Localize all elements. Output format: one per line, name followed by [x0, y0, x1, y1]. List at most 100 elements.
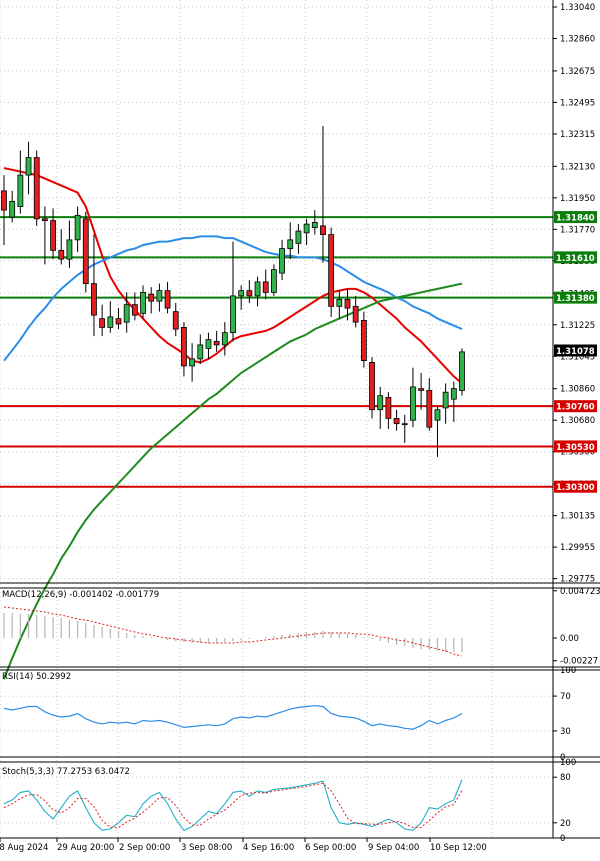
candle-body: [360, 319, 367, 362]
candle-body: [82, 218, 89, 285]
candlestick: [442, 383, 449, 424]
candle-body: [320, 225, 326, 236]
candlestick: [238, 285, 245, 310]
rsi-label: RSI(14) 50.2992: [2, 672, 71, 682]
candlestick: [221, 322, 228, 356]
time-tick-label: 28 Aug 2024: [0, 843, 48, 853]
price-panel: [0, 126, 553, 680]
price-level-tag: [554, 251, 597, 264]
rsi-panel: RSI(14) 50.2992: [2, 672, 463, 730]
candlestick: [131, 292, 138, 321]
candle-body: [172, 311, 179, 330]
candle-body: [328, 234, 335, 307]
candlestick: [303, 218, 310, 246]
candlestick: [115, 308, 122, 330]
candlestick: [74, 206, 81, 253]
macd-signal-line: [3, 606, 463, 657]
candle-body: [385, 397, 392, 419]
stoch-label: Stoch(5,3,3) 77.2753 63.0472: [2, 767, 130, 777]
candlestick: [295, 224, 302, 254]
price-tick-label: 1.32315: [560, 130, 595, 140]
current-price-label: 1.31078: [556, 347, 595, 357]
candle-body: [197, 344, 204, 360]
moving-average-line: [3, 282, 463, 680]
candlestick: [320, 126, 326, 263]
candlestick: [82, 211, 89, 293]
candlestick: [50, 208, 56, 260]
macd-tick-label: 0.004723: [560, 587, 600, 597]
price-tick-label: 1.31950: [560, 194, 595, 204]
candle-body: [442, 391, 449, 409]
candlestick: [401, 414, 408, 443]
price-tick-label: 1.29775: [560, 575, 595, 585]
candlestick: [140, 285, 146, 319]
candlestick: [344, 288, 351, 321]
price-level-tag: [554, 480, 597, 493]
candlestick: [279, 239, 285, 281]
candle-body: [352, 305, 359, 323]
time-tick-label: 3 Sep 08:00: [181, 843, 232, 853]
price-level-label: 1.31380: [556, 294, 595, 304]
candlestick: [205, 332, 212, 359]
candlestick: [99, 304, 106, 337]
rsi-line: [3, 705, 463, 730]
candlestick: [328, 227, 335, 317]
macd-label: MACD(12,26,9) -0.001402 -0.001779: [2, 590, 159, 600]
candle-body: [336, 298, 343, 307]
candlestick: [254, 276, 261, 307]
candle-body: [303, 223, 310, 234]
candlestick: [148, 287, 155, 314]
candle-body: [1, 190, 7, 211]
candlestick: [426, 378, 433, 431]
current-price-tag: [554, 344, 597, 357]
candle-body: [434, 409, 441, 421]
candlestick: [41, 206, 48, 265]
candlestick: [262, 269, 269, 300]
candle-body: [262, 281, 269, 293]
price-level-label: 1.30760: [556, 403, 595, 413]
price-level-label: 1.30300: [556, 483, 595, 493]
price-tick-label: 1.30500: [560, 448, 595, 458]
time-tick-label: 4 Sep 16:00: [243, 843, 294, 853]
candlestick: [385, 392, 392, 429]
candle-body: [410, 386, 416, 421]
candlestick: [230, 241, 236, 342]
candle-body: [148, 293, 155, 302]
candle-body: [205, 339, 212, 349]
candle-body: [181, 326, 187, 367]
rsi-tick-label: 0: [560, 753, 565, 763]
candle-body: [230, 295, 236, 334]
candle-body: [91, 283, 97, 316]
candlestick: [17, 150, 24, 214]
time-tick-label: 6 Sep 00:00: [305, 843, 356, 853]
macd-tick-label: -0.00227: [560, 657, 598, 667]
price-tick-label: 1.31045: [560, 352, 595, 362]
macd-tick-label: 0.00: [560, 634, 579, 644]
candle-body: [295, 230, 302, 244]
stoch-panel: Stoch(5,3,3) 77.2753 63.0472: [2, 767, 463, 832]
candle-body: [287, 239, 294, 250]
candlestick: [450, 381, 457, 422]
candlestick: [352, 295, 359, 328]
candle-body: [107, 316, 114, 328]
candle-body: [123, 304, 130, 323]
rsi-tick-label: 30: [560, 727, 571, 737]
candlestick: [172, 302, 179, 337]
price-tick-label: 1.30680: [560, 416, 595, 426]
candlestick: [66, 220, 73, 268]
rsi-tick-label: 100: [560, 666, 576, 676]
candlestick: [164, 281, 171, 314]
candlestick: [58, 229, 65, 265]
candle-body: [254, 281, 261, 297]
candle-body: [418, 388, 425, 391]
price-level-tag: [554, 211, 597, 224]
price-tick-label: 1.32860: [560, 35, 595, 45]
candle-body: [50, 220, 56, 251]
price-level-label: 1.31610: [556, 254, 595, 264]
candle-body: [270, 269, 277, 293]
candle-body: [189, 358, 196, 367]
candle-body: [459, 351, 465, 391]
candle-body: [131, 304, 138, 316]
